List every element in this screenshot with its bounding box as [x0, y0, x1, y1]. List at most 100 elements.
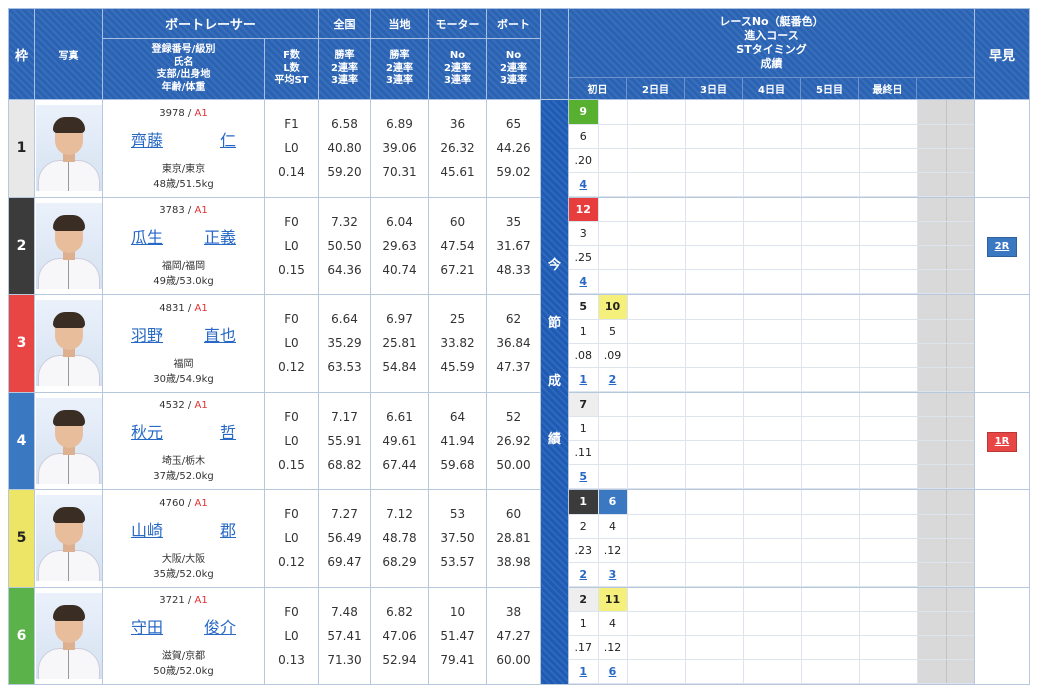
result-rank-link[interactable]: 1 — [569, 367, 599, 392]
subheader-line: 平均ST — [274, 75, 309, 87]
result-cell-empty — [743, 148, 802, 173]
result-rank-link[interactable]: 2 — [569, 562, 599, 587]
hayami-badge[interactable]: 1R — [987, 432, 1017, 453]
stat-value: 6.97 — [386, 312, 413, 327]
result-cell-blank — [946, 367, 974, 392]
stat-value: 54.84 — [382, 360, 417, 375]
result-cell-empty — [685, 392, 744, 417]
result-cell-empty — [801, 440, 860, 465]
stat-value: 47.06 — [382, 628, 417, 643]
result-cell-empty — [627, 587, 686, 612]
result-cell-empty — [801, 343, 860, 368]
result-course: 4 — [598, 611, 628, 636]
racer-name-link[interactable]: 守田 俊介 — [104, 614, 264, 638]
touchi-header: 当地 — [370, 8, 429, 39]
result-cell-blank — [946, 659, 974, 684]
result-cell-empty — [743, 100, 802, 125]
result-rank-link[interactable]: 3 — [598, 562, 628, 587]
result-cell-empty — [801, 100, 860, 125]
fl-stats: F0 L0 0.12 — [264, 294, 319, 393]
result-cell-empty — [859, 100, 918, 125]
tou-stats: 6.61 49.61 67.44 — [370, 391, 429, 490]
mot-stats: 25 33.82 45.59 — [428, 294, 487, 393]
racer-name-link[interactable]: 羽野 直也 — [104, 322, 264, 346]
waku-number: 4 — [8, 391, 35, 490]
result-cell-empty — [859, 197, 918, 222]
result-cell-empty — [627, 148, 686, 173]
result-cell-empty — [801, 392, 860, 417]
result-cell-empty — [598, 172, 628, 197]
result-cell-empty — [801, 514, 860, 539]
result-cell-empty — [743, 514, 802, 539]
stat-value: 52 — [505, 409, 522, 424]
racer-name-link[interactable]: 山崎 郡 — [104, 517, 264, 541]
waku-number: 6 — [8, 586, 35, 685]
result-cell-empty — [859, 367, 918, 392]
racer-given-name: 仁 — [219, 130, 236, 150]
result-cell-empty — [859, 440, 918, 465]
day-header: 初日 — [570, 78, 627, 99]
result-st: .25 — [569, 245, 599, 270]
stat-value: 44.26 — [496, 141, 531, 156]
racer-name-link[interactable]: 秋元 哲 — [104, 419, 264, 443]
bt-stats: 62 36.84 47.37 — [486, 294, 541, 393]
result-cell-empty — [598, 197, 628, 222]
mot-stats: 60 47.54 67.21 — [428, 196, 487, 295]
hayami-badge[interactable]: 2R — [987, 237, 1017, 258]
stat-value: 50.50 — [327, 238, 362, 253]
registration: 3978 / A1 — [159, 107, 208, 119]
stat-value: 69.47 — [327, 555, 362, 570]
result-cell-blank — [946, 490, 974, 515]
racer-name-link[interactable]: 瓜生 正義 — [104, 224, 264, 248]
result-rank-link[interactable]: 4 — [569, 172, 599, 197]
stat-value: 39.06 — [382, 141, 417, 156]
stat-value: 47.54 — [440, 238, 475, 253]
result-cell-empty — [598, 440, 628, 465]
result-cell-empty — [859, 124, 918, 149]
result-cell-empty — [801, 367, 860, 392]
result-cell-blank — [946, 197, 974, 222]
racer-portrait-image — [35, 592, 102, 679]
stat-value: 53 — [449, 507, 466, 522]
racer-info: 4831 / A1 羽野 直也 福岡 30歳/54.9kg — [102, 294, 265, 393]
result-st: .11 — [569, 440, 599, 465]
result-cell-empty — [743, 659, 802, 684]
stat-value: 7.48 — [331, 604, 358, 619]
result-cell-empty — [685, 538, 744, 563]
stat-value: 55.91 — [327, 433, 362, 448]
result-st: .12 — [598, 635, 628, 660]
stat-value: 7.17 — [331, 409, 358, 424]
result-cell-empty — [685, 221, 744, 246]
result-rank-link[interactable]: 6 — [598, 659, 628, 684]
subheader-line: 支部/出身地 — [156, 69, 211, 80]
subheader-line: 2連率 — [444, 62, 471, 74]
result-rank-link[interactable]: 2 — [598, 367, 628, 392]
stat-value: 26.92 — [496, 433, 531, 448]
reg-number: 4760 — [159, 497, 185, 509]
day-header: 2日目 — [627, 78, 685, 99]
racer-name-link[interactable]: 齊藤 仁 — [104, 127, 264, 151]
stat-value: 59.68 — [440, 457, 475, 472]
result-cell-empty — [743, 367, 802, 392]
result-cell-empty — [685, 440, 744, 465]
result-rank-link[interactable]: 1 — [569, 659, 599, 684]
result-cell-blank — [917, 659, 947, 684]
result-race-no: 1 — [569, 490, 599, 515]
waku-number: 5 — [8, 489, 35, 588]
result-cell-empty — [801, 124, 860, 149]
stat-value: 52.94 — [382, 652, 417, 667]
waku-number: 3 — [8, 294, 35, 393]
result-cell-blank — [946, 587, 974, 612]
racer-given-name: 俊介 — [203, 618, 236, 638]
result-cell-empty — [801, 587, 860, 612]
fl-stats: F1 L0 0.14 — [264, 99, 319, 198]
result-cell-empty — [685, 635, 744, 660]
result-st: .12 — [598, 538, 628, 563]
racer-given-name: 直也 — [203, 325, 236, 345]
bt-stats: 35 31.67 48.33 — [486, 196, 541, 295]
result-rank-link[interactable]: 5 — [569, 464, 599, 489]
result-rank-link[interactable]: 4 — [569, 269, 599, 294]
result-cell-blank — [917, 221, 947, 246]
result-cell-blank — [917, 440, 947, 465]
mot-stats: 10 51.47 79.41 — [428, 586, 487, 685]
